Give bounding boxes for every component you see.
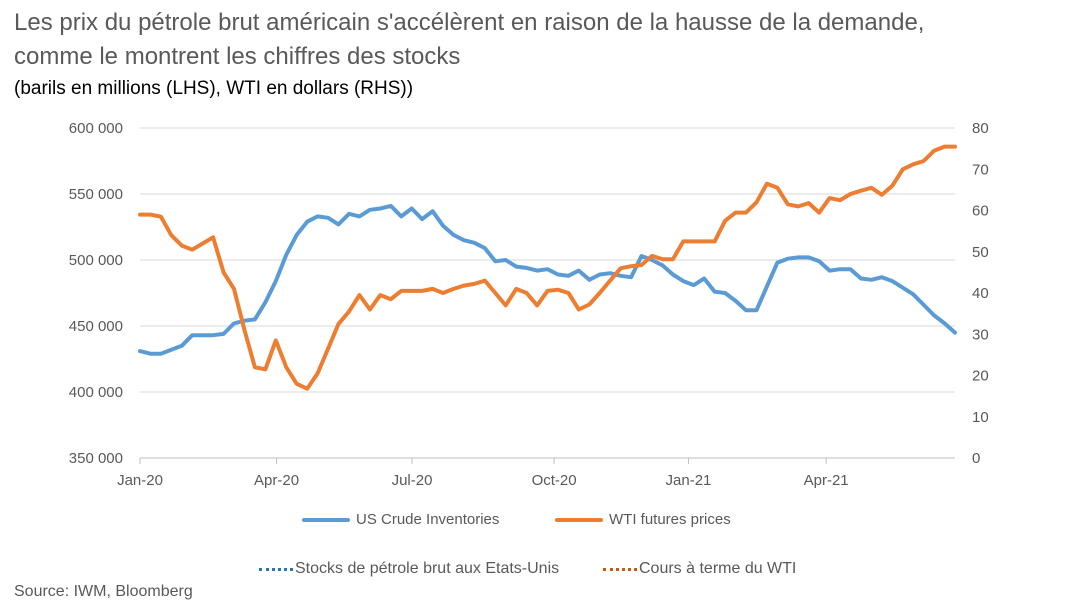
y-left-tick-label: 400 000 xyxy=(69,384,123,401)
y-right-tick-label: 10 xyxy=(972,409,989,426)
legend-fr-dash-wti xyxy=(603,567,637,571)
y-left-tick-label: 550 000 xyxy=(69,186,123,203)
y-right-tick-label: 20 xyxy=(972,368,989,385)
legend-item-inventories: US Crude Inventories xyxy=(302,511,499,528)
chart-title-line-1: Les prix du pétrole brut américain s'acc… xyxy=(14,9,925,36)
y-right-tick-label: 40 xyxy=(972,285,989,302)
chart-title-line-2: comme le montrent les chiffres des stock… xyxy=(14,43,461,70)
y-right-tick-label: 80 xyxy=(972,120,989,137)
legend-label-inventories: US Crude Inventories xyxy=(356,511,500,528)
x-tick-label: Jul-20 xyxy=(392,472,433,489)
x-tick-label: Apr-20 xyxy=(254,472,299,489)
legend-item-wti: WTI futures prices xyxy=(555,511,731,528)
y-right-tick-label: 0 xyxy=(972,450,980,467)
x-tick-label: Jan-20 xyxy=(117,472,163,489)
y-right-tick-label: 70 xyxy=(972,161,989,178)
legend-fr-label-wti: Cours à terme du WTI xyxy=(639,560,797,577)
legend-fr-inventories: Stocks de pétrole brut aux Etats-Unis xyxy=(259,560,559,578)
legend-fr-dash-inventories xyxy=(259,567,293,571)
legend-fr-wti: Cours à terme du WTI xyxy=(603,560,796,578)
series-line-inventories xyxy=(138,203,957,356)
y-left-tick-label: 500 000 xyxy=(69,252,123,269)
chart-subtitle: (barils en millions (LHS), WTI en dollar… xyxy=(14,78,414,99)
series-lines xyxy=(138,144,957,391)
y-left-tick-label: 600 000 xyxy=(69,120,123,137)
y-right-tick-label: 60 xyxy=(972,203,989,220)
axes: 350 000 400 000 450 000 500 000 550 000 600 0… xyxy=(69,120,989,489)
y-left-tick-label: 350 000 xyxy=(69,450,123,467)
y-right-tick-label: 30 xyxy=(972,326,989,343)
source-note: Source: IWM, Bloomberg xyxy=(14,583,193,600)
x-tick-label: Apr-21 xyxy=(804,472,849,489)
x-tick-label: Oct-20 xyxy=(532,472,577,489)
x-tick-label: Jan-21 xyxy=(666,472,712,489)
legend-label-wti: WTI futures prices xyxy=(609,511,731,528)
legend-swatch-inventories xyxy=(302,517,350,522)
y-right-tick-label: 50 xyxy=(972,244,989,261)
legend-swatch-wti xyxy=(555,517,603,522)
y-left-tick-label: 450 000 xyxy=(69,318,123,335)
legend-fr-label-inventories: Stocks de pétrole brut aux Etats-Unis xyxy=(295,560,560,577)
gridlines xyxy=(140,127,955,393)
series-line-wti xyxy=(138,144,957,391)
